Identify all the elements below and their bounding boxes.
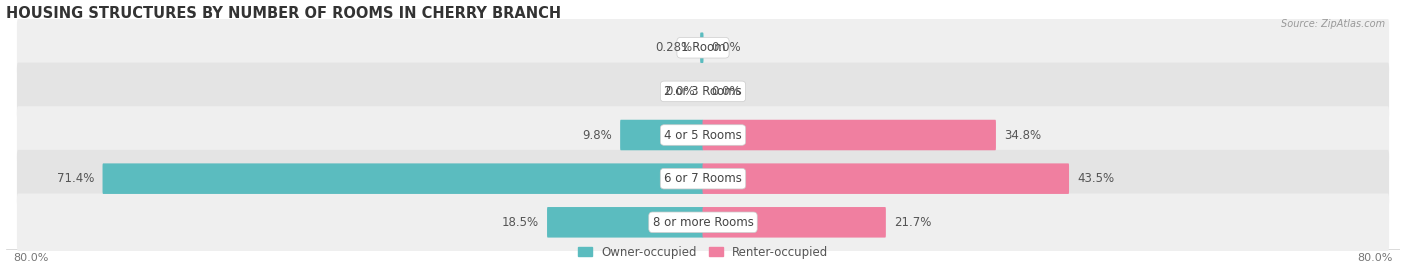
- Text: 9.8%: 9.8%: [582, 129, 612, 141]
- Text: 21.7%: 21.7%: [894, 216, 931, 229]
- Text: 6 or 7 Rooms: 6 or 7 Rooms: [664, 172, 742, 185]
- FancyBboxPatch shape: [703, 163, 1069, 194]
- Text: HOUSING STRUCTURES BY NUMBER OF ROOMS IN CHERRY BRANCH: HOUSING STRUCTURES BY NUMBER OF ROOMS IN…: [6, 6, 561, 21]
- Text: Source: ZipAtlas.com: Source: ZipAtlas.com: [1281, 19, 1385, 29]
- Text: 34.8%: 34.8%: [1004, 129, 1040, 141]
- Text: 1 Room: 1 Room: [681, 41, 725, 54]
- FancyBboxPatch shape: [17, 106, 1389, 164]
- Text: 71.4%: 71.4%: [58, 172, 94, 185]
- Text: 0.28%: 0.28%: [655, 41, 692, 54]
- FancyBboxPatch shape: [703, 207, 886, 238]
- FancyBboxPatch shape: [103, 163, 703, 194]
- FancyBboxPatch shape: [620, 120, 703, 150]
- FancyBboxPatch shape: [703, 120, 995, 150]
- Text: 4 or 5 Rooms: 4 or 5 Rooms: [664, 129, 742, 141]
- FancyBboxPatch shape: [547, 207, 703, 238]
- Text: 43.5%: 43.5%: [1077, 172, 1114, 185]
- Text: 2 or 3 Rooms: 2 or 3 Rooms: [664, 85, 742, 98]
- FancyBboxPatch shape: [17, 19, 1389, 77]
- Text: 0.0%: 0.0%: [711, 41, 741, 54]
- FancyBboxPatch shape: [17, 150, 1389, 207]
- Legend: Owner-occupied, Renter-occupied: Owner-occupied, Renter-occupied: [572, 241, 834, 263]
- FancyBboxPatch shape: [700, 33, 703, 63]
- Text: 0.0%: 0.0%: [711, 85, 741, 98]
- Text: 8 or more Rooms: 8 or more Rooms: [652, 216, 754, 229]
- FancyBboxPatch shape: [17, 63, 1389, 120]
- Text: 18.5%: 18.5%: [502, 216, 538, 229]
- Text: 0.0%: 0.0%: [665, 85, 695, 98]
- FancyBboxPatch shape: [17, 193, 1389, 251]
